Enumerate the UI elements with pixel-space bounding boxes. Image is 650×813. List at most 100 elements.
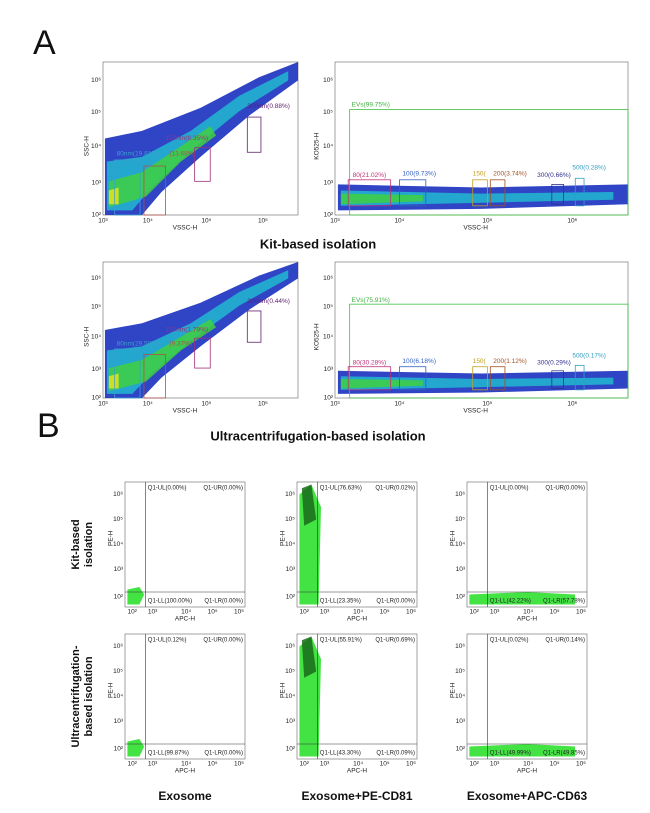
y-tick-label: 10⁶ — [91, 77, 101, 84]
gate — [194, 337, 211, 369]
gate — [399, 366, 427, 391]
y-tick-label: 10² — [456, 594, 466, 601]
gate — [347, 179, 392, 207]
gate — [489, 179, 506, 207]
x-tick-label: 10⁵ — [380, 761, 390, 768]
y-axis-label: PE-H — [108, 682, 115, 698]
gate — [143, 165, 166, 216]
y-tick-label: 10² — [456, 746, 466, 753]
y-tick-label: 10⁴ — [113, 541, 123, 548]
density-cloud — [340, 190, 614, 206]
y-tick-label: 10⁴ — [91, 334, 101, 341]
y-tick-label: 10² — [324, 395, 334, 402]
quadrant-label: Q1-UL(0.02%) — [490, 638, 529, 644]
y-tick-label: 10⁶ — [455, 643, 465, 650]
quadrant-label: Q1-UR(0.69%) — [375, 638, 415, 644]
gate-label: 200(3.74%) — [493, 170, 527, 177]
y-tick-label: 10⁵ — [323, 304, 333, 311]
quadrant-label: Q1-UL(0.12%) — [148, 638, 187, 644]
y-tick-label: 10² — [324, 212, 334, 219]
density-cloud — [127, 587, 145, 605]
quadrant-label: Q1-LL(42.22%) — [490, 599, 531, 605]
x-axis-label: APC-H — [175, 616, 196, 623]
gate — [246, 116, 262, 153]
quadrant-label: Q1-LL(23.35%) — [320, 599, 361, 605]
y-tick-label: 10² — [92, 212, 102, 219]
gate-label: 80nm(29.58%) — [117, 340, 160, 347]
y-tick-label: 10² — [114, 594, 124, 601]
row-label: Kit-based — [70, 519, 82, 569]
y-tick-label: 10⁶ — [285, 643, 295, 650]
quadrant-label: Q1-LR(57.78%) — [543, 599, 585, 605]
quadrant-label: Q1-LR(0.00%) — [204, 751, 243, 757]
gate-label: 300nm(0.44%) — [247, 298, 290, 305]
x-tick-label: 10⁶ — [567, 218, 577, 225]
quadrant-label: Q1-LR(0.00%) — [376, 599, 415, 605]
x-axis-label: APC-H — [517, 768, 538, 775]
ev-gate — [349, 303, 629, 399]
y-tick-label: 10⁶ — [323, 275, 333, 282]
x-axis-label: APC-H — [175, 768, 196, 775]
gate-label: 150nm(8.35%) — [165, 135, 208, 142]
gate-label: 200(1.12%) — [493, 358, 527, 365]
gate-label: 300(0.29%) — [537, 359, 571, 366]
y-axis-label: PE-H — [280, 530, 287, 546]
gate-label: EVs(75.91%) — [352, 297, 390, 304]
quadrant-label: Q1-LL(43.30%) — [320, 751, 361, 757]
density-cloud — [108, 126, 217, 208]
x-tick-label: 10² — [127, 609, 137, 616]
plot-frame — [124, 633, 246, 760]
y-tick-label: 10⁵ — [455, 668, 465, 675]
x-axis-label: VSSC-H — [463, 225, 488, 232]
quadrant-label: Q1-LL(49.99%) — [490, 751, 531, 757]
x-tick-label: 10⁴ — [523, 761, 533, 768]
gate — [574, 364, 585, 391]
y-axis-label: PE-H — [280, 682, 287, 698]
quadrant-label: Q1-UL(55.91%) — [320, 638, 362, 644]
x-tick-label: 10⁴ — [181, 609, 191, 616]
gate-label: 80nm(19.81%) — [117, 151, 160, 158]
y-axis-label: SSC-H — [84, 136, 91, 157]
y-tick-label: 10³ — [92, 366, 102, 373]
density-cloud — [301, 636, 317, 678]
quadrant-label: Q1-UL(76.63%) — [320, 486, 362, 492]
x-tick-label: 10⁵ — [201, 401, 211, 408]
column-label: Exosome+APC-CD63 — [467, 789, 588, 803]
column-label: Exosome — [158, 789, 212, 803]
x-tick-label: 10³ — [330, 218, 340, 225]
x-tick-label: 10⁵ — [201, 218, 211, 225]
x-tick-label: 10⁵ — [380, 609, 390, 616]
x-tick-label: 10² — [469, 609, 479, 616]
density-cloud — [301, 484, 317, 526]
y-tick-label: 10⁶ — [455, 491, 465, 498]
x-tick-label: 10⁶ — [258, 218, 268, 225]
gate-label: 500(0.28%) — [572, 164, 606, 171]
quadrant-label: Q1-LR(0.00%) — [204, 599, 243, 605]
y-tick-label: 10⁵ — [323, 109, 333, 116]
density-cloud — [108, 319, 217, 392]
quadrant-label: Q1-UR(0.00%) — [545, 486, 585, 492]
x-tick-label: 10⁵ — [482, 401, 492, 408]
y-axis-label: PE-H — [450, 682, 457, 698]
y-tick-label: 10⁴ — [113, 693, 123, 700]
row-label: Ultracentrifugation- — [70, 645, 82, 747]
x-tick-label: 10³ — [330, 401, 340, 408]
gate-label: 80(30.28%) — [353, 359, 387, 366]
y-tick-label: 10³ — [456, 566, 466, 573]
y-tick-label: 10² — [286, 594, 296, 601]
quadrant-label: Q1-UL(0.00%) — [490, 486, 529, 492]
x-tick-label: 10⁵ — [482, 218, 492, 225]
y-tick-label: 10³ — [456, 718, 466, 725]
quadrant-label: Q1-LR(49.85%) — [543, 751, 585, 757]
y-tick-label: 10³ — [324, 180, 334, 187]
x-tick-label: 10⁶ — [234, 761, 244, 768]
y-tick-label: 10⁴ — [323, 334, 333, 341]
x-tick-label: 10⁴ — [353, 609, 363, 616]
gate — [347, 366, 392, 391]
gate-label: 80(21.02%) — [353, 172, 387, 179]
gate-label: 100(6.18%) — [402, 358, 436, 365]
gate-label: 150( — [473, 358, 487, 365]
density-cloud — [469, 744, 575, 757]
x-axis-label: APC-H — [517, 616, 538, 623]
x-tick-label: 10³ — [320, 609, 330, 616]
